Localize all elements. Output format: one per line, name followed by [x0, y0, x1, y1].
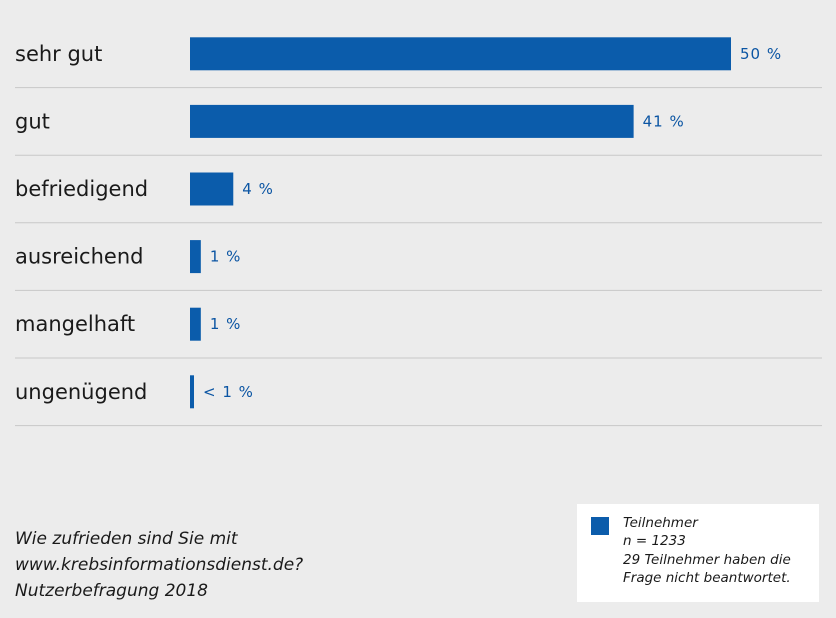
value-label: < 1 %	[203, 383, 254, 401]
value-label: 41 %	[643, 112, 685, 130]
category-label: befriedigend	[15, 177, 148, 201]
legend-sample-size: n = 1233	[623, 533, 686, 549]
bar	[190, 240, 201, 274]
category-label: ausreichend	[15, 245, 143, 269]
category-label: gut	[15, 109, 50, 133]
value-label: 1 %	[210, 248, 242, 266]
value-label: 50 %	[740, 45, 782, 63]
value-label: 1 %	[210, 315, 242, 333]
legend: Teilnehmer n = 1233 29 Teilnehmer haben …	[577, 504, 819, 602]
bar	[190, 37, 731, 71]
value-label: 4 %	[242, 180, 274, 198]
caption-line-2: www.krebsinformationsdienst.de?	[15, 555, 304, 575]
legend-series-label: Teilnehmer	[623, 515, 698, 531]
legend-note: 29 Teilnehmer haben die Frage nicht bean…	[623, 552, 791, 586]
bar	[190, 104, 634, 138]
chart-caption: Wie zufrieden sind Sie mit www.krebsinfo…	[15, 526, 303, 604]
bar	[190, 172, 234, 206]
bar	[190, 307, 201, 341]
caption-line-3: Nutzerbefragung 2018	[15, 581, 208, 601]
legend-text: Teilnehmer n = 1233 29 Teilnehmer haben …	[623, 514, 813, 587]
category-label: sehr gut	[15, 42, 102, 66]
legend-swatch	[591, 517, 609, 535]
bar	[190, 375, 194, 409]
caption-line-1: Wie zufrieden sind Sie mit	[15, 529, 238, 549]
category-label: mangelhaft	[15, 312, 135, 336]
category-label: ungenügend	[15, 380, 147, 404]
